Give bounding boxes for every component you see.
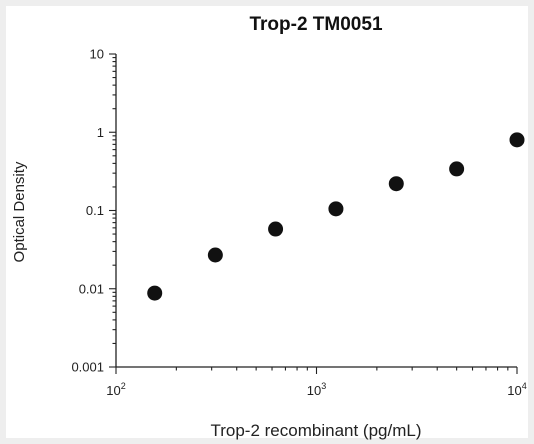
y-tick-label: 1: [97, 125, 104, 140]
y-tick-label: 0.1: [86, 203, 104, 218]
data-point: [388, 176, 404, 192]
y-axis-label: Optical Density: [11, 161, 28, 262]
x-axis-label: Trop-2 recombinant (pg/mL): [210, 421, 421, 440]
data-point: [449, 161, 465, 177]
plot-background: [6, 6, 528, 438]
x-tick-label: 103: [307, 381, 326, 398]
y-tick-label: 0.001: [71, 360, 104, 375]
data-point: [268, 221, 284, 237]
x-tick-label: 104: [507, 381, 526, 398]
y-tick-label: 10: [90, 47, 104, 62]
data-point: [147, 285, 163, 301]
y-tick-label: 0.01: [79, 281, 104, 296]
x-tick-label: 102: [106, 381, 125, 398]
chart-title: Trop-2 TM0051: [249, 14, 382, 35]
data-points: [147, 132, 525, 301]
data-point: [509, 132, 525, 148]
axes: 0.001 0.01 0.1 1 10 102 103 104: [71, 47, 526, 399]
data-point: [207, 247, 223, 263]
data-point: [328, 201, 344, 217]
